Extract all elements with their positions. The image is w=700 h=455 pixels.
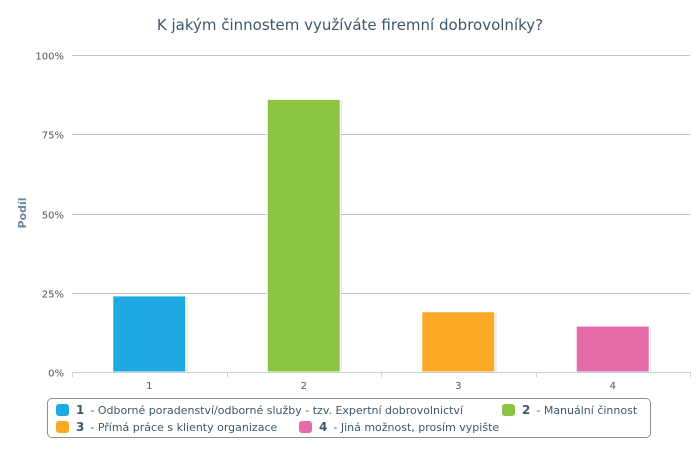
x-tick-label: 1 — [146, 381, 152, 392]
legend-item-1[interactable]: 1 - Odborné poradenství/odborné služby -… — [56, 403, 463, 417]
bar-3[interactable] — [421, 311, 496, 373]
x-tick-label: 2 — [301, 381, 307, 392]
bars — [112, 98, 652, 373]
legend-number-3: 3 — [76, 420, 85, 434]
legend-number-2: 2 — [522, 403, 531, 417]
legend-label-4: - Jiná možnost, prosím vypište — [333, 420, 500, 434]
x-tick-label: 4 — [610, 381, 616, 392]
y-axis-label: Podíl — [16, 197, 29, 228]
y-tick-label: 50% — [42, 211, 64, 222]
legend-swatch-2 — [502, 404, 515, 416]
legend-item-4[interactable]: 4 - Jiná možnost, prosím vypište — [299, 420, 499, 434]
x-tick-labels: 1 2 3 4 — [146, 381, 616, 392]
legend-swatch-4 — [299, 421, 312, 433]
legend-label-1: - Odborné poradenství/odborné služby - t… — [90, 403, 463, 417]
legend: 1 - Odborné poradenství/odborné služby -… — [47, 398, 651, 438]
legend-item-2[interactable]: 2 - Manuální činnost — [502, 403, 637, 417]
chart-title: K jakým činnostem využíváte firemní dobr… — [157, 16, 543, 34]
y-tick-label: 0% — [48, 369, 64, 380]
legend-number-4: 4 — [319, 420, 328, 434]
legend-label-2: - Manuální činnost — [536, 403, 638, 417]
y-tick-labels: 0% 25% 50% 75% 100% — [35, 52, 64, 380]
x-tick-label: 3 — [455, 381, 461, 392]
bar-4[interactable] — [575, 325, 650, 373]
legend-number-1: 1 — [76, 403, 85, 417]
legend-label-3: - Přímá práce s klienty organizace — [90, 420, 278, 434]
y-tick-label: 25% — [42, 290, 64, 301]
legend-item-3[interactable]: 3 - Přímá práce s klienty organizace — [56, 420, 277, 434]
y-tick-label: 75% — [42, 131, 64, 142]
gridlines — [72, 55, 690, 294]
y-tick-label: 100% — [35, 52, 64, 63]
bar-1[interactable] — [112, 295, 187, 373]
legend-swatch-3 — [56, 421, 69, 433]
x-axis — [72, 372, 691, 377]
legend-swatch-1 — [56, 404, 69, 416]
bar-2[interactable] — [266, 98, 341, 373]
